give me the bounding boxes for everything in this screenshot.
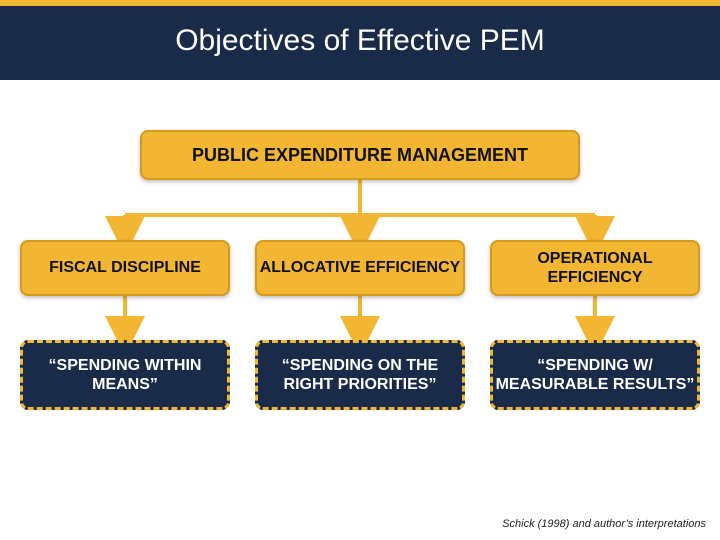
root-node: PUBLIC EXPENDITURE MANAGEMENT — [140, 130, 580, 180]
slide-header: Objectives of Effective PEM — [0, 0, 720, 80]
mid-node-2-label: ALLOCATIVE EFFICIENCY — [260, 258, 461, 277]
root-node-label: PUBLIC EXPENDITURE MANAGEMENT — [192, 145, 528, 166]
leaf-node-1: “SPENDING WITHIN MEANS” — [20, 340, 230, 410]
leaf-node-3: “SPENDING W/ MEASURABLE RESULTS” — [490, 340, 700, 410]
slide-title: Objectives of Effective PEM — [0, 24, 720, 58]
leaf-node-1-label: “SPENDING WITHIN MEANS” — [23, 356, 227, 394]
leaf-node-2-label: “SPENDING ON THE RIGHT PRIORITIES” — [258, 356, 462, 394]
mid-node-1: FISCAL DISCIPLINE — [20, 240, 230, 296]
mid-node-3: OPERATIONAL EFFICIENCY — [490, 240, 700, 296]
mid-node-1-label: FISCAL DISCIPLINE — [49, 258, 201, 277]
diagram-area: PUBLIC EXPENDITURE MANAGEMENT FISCAL DIS… — [0, 80, 720, 480]
mid-node-2: ALLOCATIVE EFFICIENCY — [255, 240, 465, 296]
mid-node-3-label: OPERATIONAL EFFICIENCY — [492, 249, 698, 287]
leaf-node-3-label: “SPENDING W/ MEASURABLE RESULTS” — [493, 356, 697, 394]
leaf-node-2: “SPENDING ON THE RIGHT PRIORITIES” — [255, 340, 465, 410]
footnote: Schick (1998) and author’s interpretatio… — [502, 518, 706, 530]
